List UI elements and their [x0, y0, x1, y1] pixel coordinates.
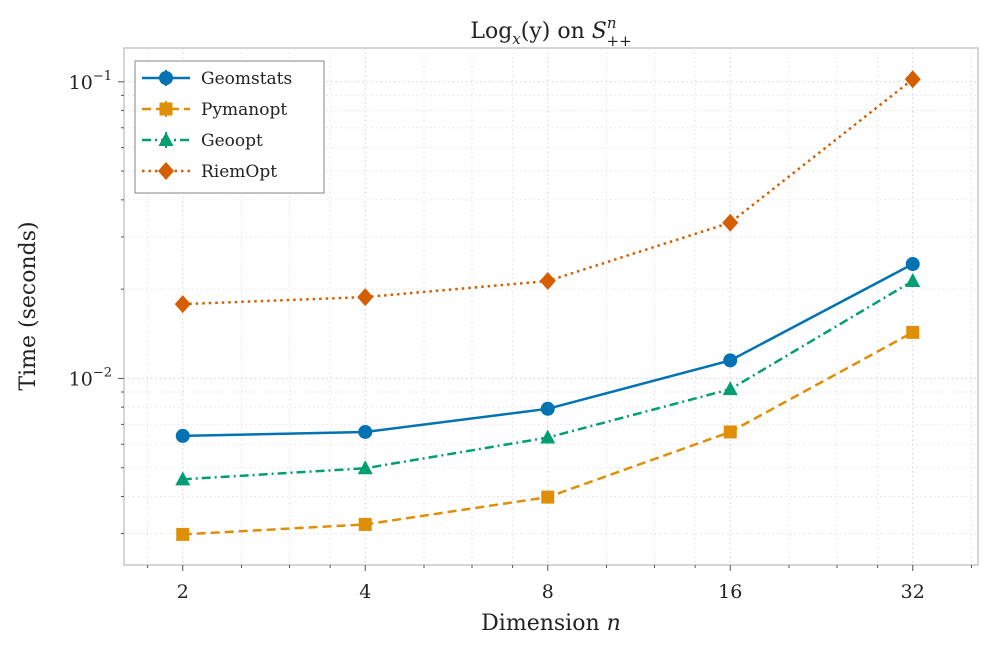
- data-point-geoopt: [722, 381, 738, 396]
- x-axis-label: Dimension n: [481, 611, 621, 636]
- series-pymanopt: [176, 325, 920, 541]
- axis-ticks: 2 4 8 16 32 10−1 10−2: [69, 69, 972, 603]
- legend-item-geoopt: Geoopt: [142, 131, 263, 151]
- legend-marker-riemopt: [158, 162, 174, 180]
- legend-marker-pymanopt: [159, 102, 173, 116]
- data-point-pymanopt: [541, 490, 555, 504]
- data-point-geomstats: [540, 401, 555, 416]
- series: [174, 70, 921, 541]
- x-tick-label: 4: [359, 581, 371, 603]
- legend-label-geomstats: Geomstats: [201, 69, 292, 89]
- title-log: Log: [470, 19, 512, 44]
- data-point-pymanopt: [176, 527, 190, 541]
- data-point-pymanopt: [358, 517, 372, 531]
- series-riemopt: [174, 70, 921, 314]
- data-point-geomstats: [723, 353, 738, 368]
- y-axis-label: Time (seconds): [16, 221, 41, 390]
- series-geomstats: [175, 257, 920, 443]
- title-space-sub: ++: [607, 32, 632, 50]
- title-space: S: [592, 19, 607, 44]
- legend: Geomstats Pymanopt Geoopt RiemOpt: [134, 60, 325, 194]
- y-tick-label: 10−2: [69, 365, 112, 390]
- data-point-geoopt: [357, 460, 373, 475]
- chart-title: Logx(y) on Sn ++: [470, 14, 631, 50]
- data-point-riemopt: [904, 70, 921, 89]
- data-point-riemopt: [174, 295, 191, 314]
- data-point-geoopt: [905, 273, 921, 288]
- data-point-riemopt: [539, 272, 556, 291]
- legend-item-pymanopt: Pymanopt: [142, 100, 287, 120]
- series-geoopt: [175, 273, 921, 486]
- x-axis-label-text: Dimension: [481, 611, 606, 636]
- x-tick-label: 2: [177, 581, 189, 603]
- data-point-geoopt: [540, 429, 556, 444]
- data-point-riemopt: [357, 288, 374, 307]
- legend-label-pymanopt: Pymanopt: [201, 100, 287, 120]
- y-tick-label: 10−1: [69, 69, 112, 94]
- data-point-geomstats: [175, 428, 190, 443]
- legend-marker-geoopt: [158, 132, 174, 146]
- data-point-geomstats: [358, 424, 373, 439]
- data-point-geoopt: [175, 471, 191, 486]
- x-tick-label: 8: [542, 581, 554, 603]
- title-space-sup: n: [607, 14, 617, 32]
- data-point-geomstats: [905, 257, 920, 272]
- legend-item-geomstats: Geomstats: [142, 69, 292, 89]
- data-point-pymanopt: [906, 325, 920, 339]
- legend-label-geoopt: Geoopt: [201, 131, 263, 151]
- x-axis-label-var: n: [607, 611, 621, 636]
- title-arg: (y) on: [521, 19, 592, 44]
- x-tick-label: 16: [718, 581, 742, 603]
- legend-label-riemopt: RiemOpt: [201, 162, 277, 182]
- x-tick-label: 32: [901, 581, 925, 603]
- legend-marker-geomstats: [159, 71, 173, 85]
- data-point-riemopt: [722, 213, 739, 232]
- legend-item-riemopt: RiemOpt: [142, 162, 277, 182]
- data-point-pymanopt: [723, 425, 737, 439]
- title-log-sub: x: [512, 30, 521, 48]
